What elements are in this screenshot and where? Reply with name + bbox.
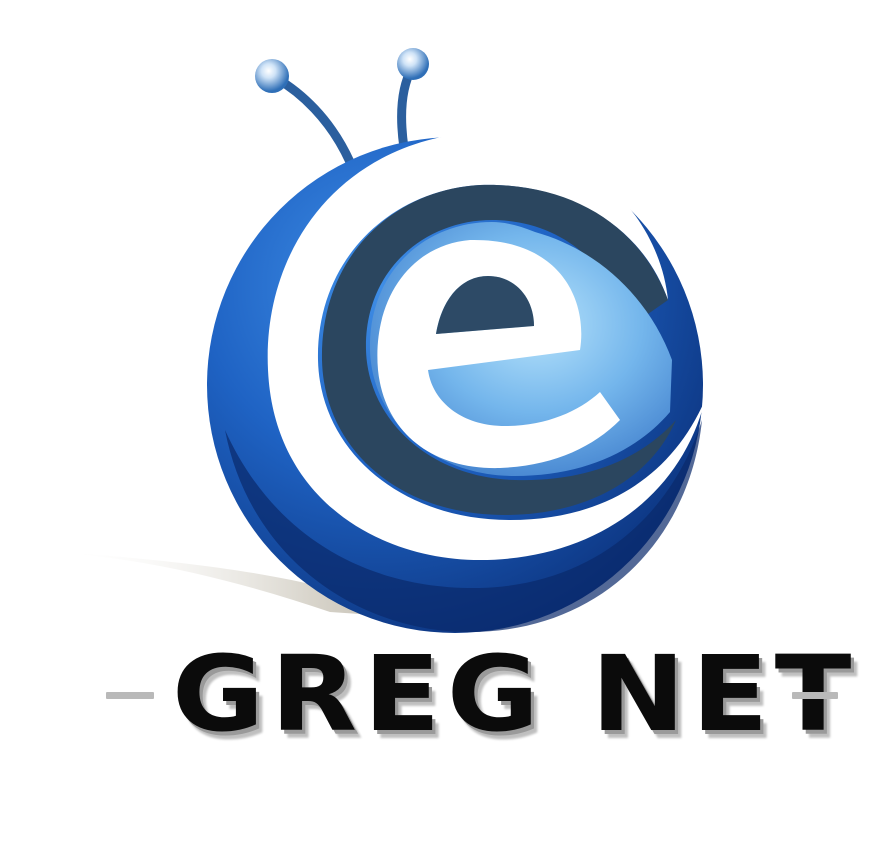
letter-e <box>377 239 620 469</box>
left-dash <box>106 692 154 699</box>
letter-e-shade <box>436 276 534 334</box>
brand-wordmark: GREG NET <box>172 633 858 755</box>
antenna-right <box>397 48 429 153</box>
right-dash <box>792 692 838 699</box>
antenna-left <box>255 59 355 167</box>
snail-e-icon <box>55 48 705 633</box>
shell-rim <box>225 420 702 632</box>
ground-shadow <box>55 552 420 618</box>
wordmark-row: GREG NET <box>0 634 890 760</box>
